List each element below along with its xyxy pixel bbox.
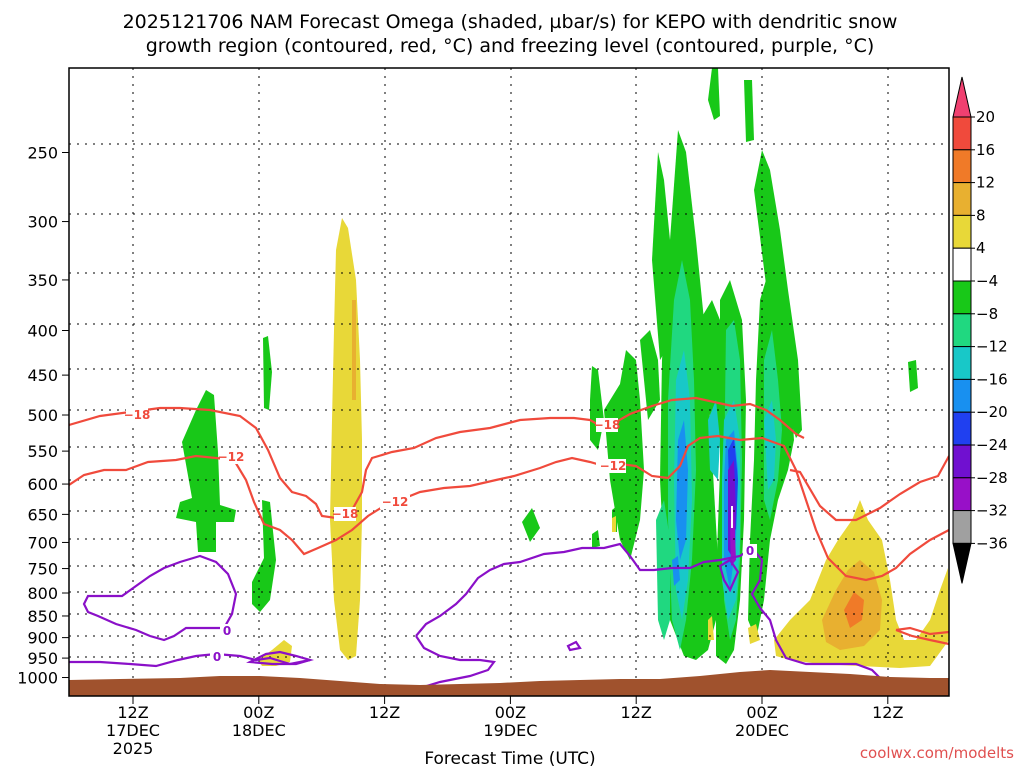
colorbar-swatch (952, 411, 972, 446)
colorbar-label: −12 (976, 338, 1008, 356)
y-tick-label: 400 (27, 322, 58, 341)
y-tick-label: 700 (27, 533, 58, 552)
colorbar-label: −4 (976, 272, 998, 290)
colorbar-swatch (952, 444, 972, 479)
colorbar-swatch (952, 214, 972, 249)
freezing-label-3: 0 (746, 544, 754, 558)
colorbar-swatch (952, 247, 972, 282)
dendritic-label-1: −18 (124, 408, 151, 422)
colorbar-label: −24 (976, 436, 1008, 454)
chart-title-line2: growth region (contoured, red, °C) and f… (146, 35, 875, 57)
colorbar-label: 20 (976, 108, 995, 126)
colorbar-label: −8 (976, 305, 998, 323)
credit-text: coolwx.com/modelts (860, 744, 1014, 762)
colorbar-top-arrow (952, 76, 972, 118)
x-tick-label: 12Z (872, 703, 903, 722)
colorbar-swatch (952, 182, 972, 216)
y-tick-label: 450 (27, 366, 58, 385)
x-tick-date: 18DEC (232, 721, 286, 740)
freezing-label-1: 0 (223, 624, 231, 638)
omega-shading-core (728, 438, 738, 566)
dendritic-label-4: −18 (332, 507, 359, 521)
y-tick-label: 250 (27, 144, 58, 163)
y-tick-label: 850 (27, 607, 58, 626)
y-tick-label: 500 (27, 406, 58, 425)
colorbar-label: −20 (976, 403, 1008, 421)
dendritic-labels: −18 −12 −12 −18 −18 −12 (124, 408, 627, 521)
colorbar-label: 8 (976, 206, 986, 224)
colorbar-swatch (952, 313, 972, 348)
colorbar-swatch (952, 510, 972, 544)
y-tick-label: 600 (27, 475, 58, 494)
x-tick-label: 12Z (117, 703, 148, 722)
x-tick-date: 17DEC (106, 721, 160, 740)
freezing-labels: 0 0 0 (210, 544, 757, 664)
y-tick-label: 950 (27, 649, 58, 668)
omega-shading-orange (352, 300, 882, 650)
colorbar-swatch (952, 149, 972, 184)
x-tick-label: 00Z (243, 703, 274, 722)
x-tick-label: 00Z (495, 703, 526, 722)
y-axis: 250 300 350 400 450 500 550 600 650 700 750 800 850 9… (17, 144, 69, 688)
y-tick-label: 800 (27, 584, 58, 603)
y-tick-label: 650 (27, 505, 58, 524)
colorbar-swatch (952, 116, 972, 151)
y-tick-label: 900 (27, 629, 58, 648)
plot-frame (68, 67, 950, 697)
dendritic-contours (69, 396, 949, 646)
colorbar-swatch (952, 280, 972, 315)
colorbar-label: 16 (976, 141, 995, 159)
freezing-label-2: 0 (213, 650, 221, 664)
terrain (69, 670, 949, 696)
colorbar-label: 12 (976, 174, 995, 192)
colorbar-swatch (952, 378, 972, 413)
grid-lines (69, 68, 949, 696)
x-tick-date: 19DEC (483, 721, 537, 740)
x-tick-year: 2025 (113, 739, 154, 758)
colorbar-label: −36 (976, 534, 1008, 552)
colorbar-swatch (952, 477, 972, 512)
colorbar-label: −16 (976, 370, 1008, 388)
x-tick-date: 20DEC (735, 721, 789, 740)
chart-title-line1: 2025121706 NAM Forecast Omega (shaded, µ… (123, 11, 898, 33)
x-axis-label: Forecast Time (UTC) (424, 749, 595, 768)
freezing-contours (69, 542, 883, 690)
colorbar-swatch (952, 346, 972, 380)
y-tick-label: 300 (27, 213, 58, 232)
colorbar-label: −28 (976, 469, 1008, 487)
dendritic-label-2: −12 (218, 450, 245, 464)
dendritic-label-5: −18 (594, 418, 621, 432)
colorbar: 20 16 12 8 4 −4 −8 −12 −16 −20 −24 −28 −32 −36 (952, 76, 1008, 584)
y-tick-label: 550 (27, 442, 58, 461)
y-tick-label: 1000 (17, 669, 58, 688)
x-tick-label: 12Z (621, 703, 652, 722)
colorbar-label: 4 (976, 239, 986, 257)
y-tick-label: 750 (27, 560, 58, 579)
x-tick-label: 00Z (746, 703, 777, 722)
colorbar-bottom-arrow (952, 542, 972, 584)
y-tick-label: 350 (27, 271, 58, 290)
dendritic-label-6: −12 (600, 459, 627, 473)
plot-area: −18 −12 −12 −18 −18 −12 0 0 (69, 68, 949, 696)
dendritic-label-3: −12 (382, 495, 409, 509)
colorbar-label: −32 (976, 502, 1008, 520)
x-tick-label: 12Z (369, 703, 400, 722)
